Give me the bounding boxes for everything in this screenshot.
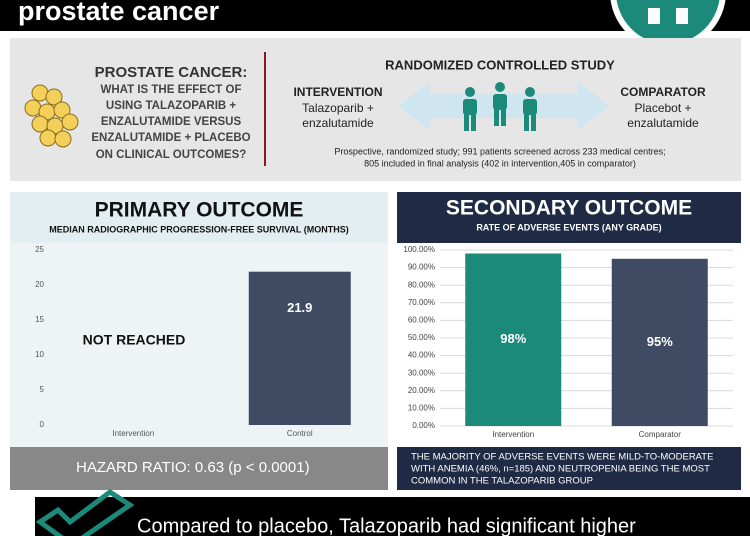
y-tick-label: 20.00% [408,386,435,395]
y-tick-label: 70.00% [408,298,435,307]
chart-footer: THE MAJORITY OF ADVERSE EVENTS WERE MILD… [411,452,713,463]
bar [465,253,562,426]
value-label: 95% [647,334,673,349]
annotation: NOT REACHED [83,332,186,348]
bar [611,258,708,426]
bar [248,271,351,425]
y-tick-label: 50.00% [408,333,435,342]
x-tick-label: Intervention [492,430,534,439]
question-line: ON CLINICAL OUTCOMES? [96,149,247,161]
chart-subtitle: RATE OF ADVERSE EVENTS (ANY GRADE) [476,222,661,232]
chart-footer: HAZARD RATIO: 0.63 (p < 0.0001) [76,459,310,476]
x-tick-label: Comparator [639,430,682,439]
check-icon [35,488,135,536]
study-title: RANDOMIZED CONTROLLED STUDY [385,57,615,72]
intervention-label: INTERVENTION [293,85,382,99]
y-tick-label: 100.00% [403,245,435,254]
primary-footer-bg [10,447,388,490]
value-label: 98% [500,331,526,346]
question-line: ENZALUTAMIDE + PLACEBO [91,132,250,144]
comparator-line: Placebot + [634,101,691,115]
y-tick-label: 25 [35,245,44,254]
chart-footer: COMMON IN THE TALAZOPARIB GROUP [411,476,593,487]
pill-icon [24,84,79,148]
comparator-label: COMPARATOR [620,85,706,99]
header-title: prostate cancer [18,0,220,26]
x-tick-label: Control [287,429,313,438]
people-icon [463,82,537,131]
question-line: ENZALUTAMIDE VERSUS [101,116,242,128]
conclusion-bar [35,497,750,536]
chart-title: PRIMARY OUTCOME [95,199,304,222]
y-tick-label: 90.00% [408,263,435,272]
chart-title: SECONDARY OUTCOME [446,197,692,220]
y-tick-label: 40.00% [408,351,435,360]
intervention-line: Talazoparib + [302,101,374,115]
value-label: 21.9 [287,300,312,315]
comparator-line: enzalutamide [627,116,699,130]
logo [616,0,720,44]
y-tick-label: 15 [35,315,44,324]
y-tick-label: 5 [40,385,45,394]
question-line: USING TALAZOPARIB + [106,100,237,112]
y-tick-label: 20 [35,280,44,289]
chart-footer: WITH ANEMIA (46%, n=185) AND NEUTROPENIA… [411,464,710,475]
y-tick-label: 0 [40,420,45,429]
logo-mark [676,8,688,24]
study-details: Prospective, randomized study; 991 patie… [334,146,665,156]
conclusion-text: Compared to placebo, Talazoparib had sig… [137,515,636,536]
y-tick-label: 60.00% [408,316,435,325]
y-tick-label: 30.00% [408,368,435,377]
chart-subtitle: MEDIAN RADIOGRAPHIC PROGRESSION-FREE SUR… [49,224,349,234]
study-panel [10,38,741,181]
question-heading: PROSTATE CANCER: [95,64,248,81]
y-tick-label: 10.00% [408,404,435,413]
intervention-line: enzalutamide [302,116,374,130]
question-line: WHAT IS THE EFFECT OF [101,84,242,96]
x-tick-label: Intervention [112,429,154,438]
y-tick-label: 80.00% [408,280,435,289]
logo-mark [648,8,660,24]
study-details: 805 included in final analysis (402 in i… [364,158,636,168]
y-tick-label: 0.00% [412,421,435,430]
y-tick-label: 10 [35,350,44,359]
